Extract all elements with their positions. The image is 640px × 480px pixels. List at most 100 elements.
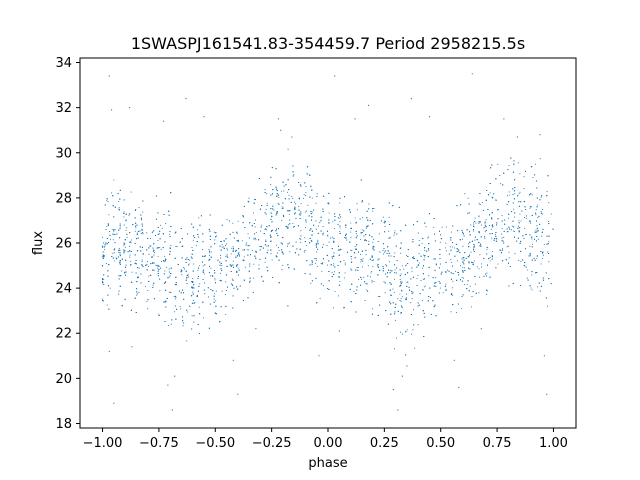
data-point bbox=[416, 266, 418, 268]
data-point bbox=[471, 261, 473, 263]
data-point bbox=[120, 275, 122, 277]
data-point bbox=[460, 307, 462, 309]
data-point bbox=[425, 226, 427, 228]
data-point bbox=[504, 223, 506, 225]
data-point bbox=[275, 214, 277, 216]
data-point bbox=[277, 202, 279, 204]
data-point bbox=[179, 241, 181, 243]
data-point bbox=[454, 255, 456, 257]
data-point bbox=[345, 236, 347, 238]
data-point bbox=[232, 250, 234, 252]
data-point bbox=[239, 285, 241, 287]
data-point bbox=[512, 171, 515, 173]
data-point bbox=[275, 230, 277, 232]
data-point bbox=[136, 294, 138, 296]
data-point bbox=[153, 254, 155, 256]
data-point bbox=[112, 205, 114, 207]
data-point bbox=[118, 229, 120, 231]
data-point bbox=[225, 245, 227, 247]
data-point bbox=[345, 226, 347, 228]
data-point bbox=[283, 185, 285, 187]
data-point bbox=[202, 317, 204, 319]
data-point bbox=[196, 241, 198, 243]
data-point bbox=[472, 264, 474, 266]
data-point bbox=[520, 201, 522, 203]
data-point bbox=[491, 258, 493, 260]
data-point bbox=[287, 224, 289, 226]
data-point bbox=[148, 265, 150, 268]
data-point bbox=[452, 304, 454, 306]
data-point bbox=[494, 233, 496, 236]
data-point bbox=[153, 230, 155, 232]
data-point bbox=[164, 255, 166, 257]
data-point bbox=[471, 295, 473, 298]
data-point bbox=[277, 247, 280, 249]
data-point bbox=[159, 247, 161, 249]
data-point bbox=[288, 242, 291, 244]
data-point bbox=[355, 311, 357, 313]
data-point bbox=[283, 215, 285, 217]
data-point bbox=[446, 269, 449, 271]
data-point bbox=[109, 234, 111, 236]
data-point bbox=[509, 228, 511, 230]
data-point bbox=[131, 271, 133, 273]
data-point bbox=[512, 282, 514, 284]
data-point bbox=[105, 263, 108, 265]
data-point bbox=[200, 215, 202, 217]
data-point bbox=[338, 276, 340, 278]
data-point bbox=[366, 210, 368, 212]
data-point bbox=[472, 291, 474, 293]
data-point bbox=[237, 239, 240, 241]
data-point bbox=[311, 197, 313, 199]
data-point bbox=[389, 289, 391, 291]
data-point bbox=[344, 234, 347, 236]
data-point bbox=[214, 243, 216, 245]
data-point bbox=[153, 298, 155, 300]
data-point bbox=[495, 240, 497, 242]
data-point bbox=[288, 267, 290, 269]
data-point bbox=[236, 270, 238, 272]
data-point bbox=[243, 256, 245, 258]
data-point bbox=[197, 233, 199, 236]
data-point bbox=[350, 261, 353, 263]
data-point bbox=[163, 282, 166, 284]
data-point bbox=[434, 269, 436, 271]
data-point bbox=[519, 173, 521, 175]
data-point bbox=[277, 235, 279, 237]
data-point bbox=[416, 220, 418, 223]
data-point bbox=[140, 282, 142, 284]
data-point bbox=[376, 265, 379, 267]
data-point bbox=[232, 231, 234, 233]
data-point bbox=[242, 222, 244, 224]
data-point bbox=[479, 203, 481, 206]
data-point bbox=[124, 239, 126, 241]
data-point bbox=[266, 204, 268, 207]
data-point bbox=[428, 243, 430, 245]
data-point bbox=[508, 191, 510, 193]
data-point bbox=[287, 227, 289, 229]
data-point bbox=[528, 255, 530, 257]
data-point bbox=[214, 277, 216, 279]
data-point bbox=[220, 268, 222, 270]
data-point bbox=[322, 285, 324, 287]
data-point bbox=[469, 285, 471, 287]
data-point bbox=[328, 270, 330, 273]
data-point bbox=[326, 245, 328, 247]
data-point bbox=[317, 248, 319, 250]
data-point bbox=[527, 279, 529, 281]
data-point bbox=[264, 189, 266, 191]
data-point bbox=[338, 217, 340, 219]
data-point bbox=[388, 230, 390, 232]
data-point bbox=[270, 240, 272, 242]
data-point bbox=[291, 195, 293, 197]
data-point bbox=[396, 233, 398, 235]
data-point bbox=[104, 246, 106, 248]
data-point bbox=[253, 238, 255, 240]
data-point bbox=[472, 222, 475, 224]
data-point bbox=[135, 225, 137, 227]
data-point bbox=[292, 171, 294, 173]
data-point bbox=[441, 271, 443, 273]
data-point bbox=[314, 258, 316, 260]
data-point bbox=[497, 263, 499, 265]
data-point bbox=[520, 260, 522, 262]
